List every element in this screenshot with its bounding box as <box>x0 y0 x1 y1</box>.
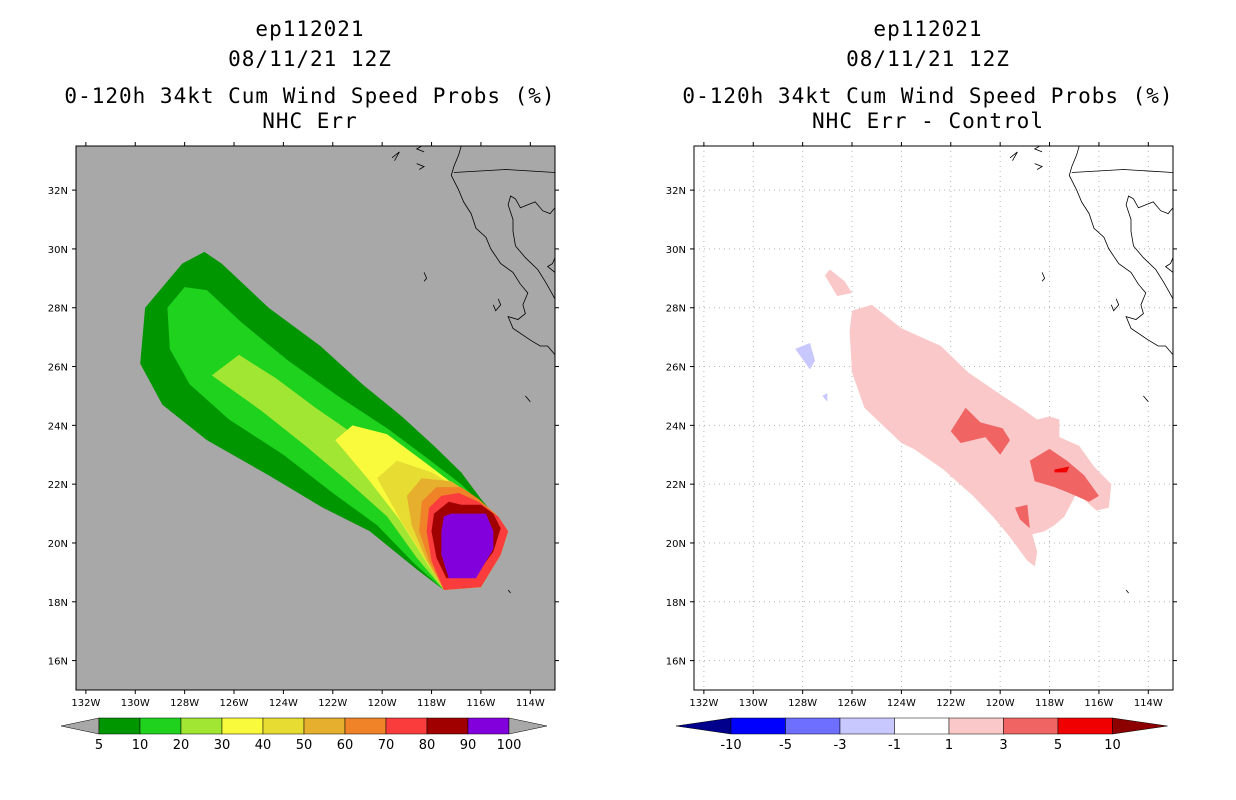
colorbar-under-arrow <box>676 718 731 734</box>
colorbar-swatch <box>222 718 263 734</box>
colorbar-label: 5 <box>95 738 103 753</box>
colorbar-swatch <box>345 718 386 734</box>
colorbar-swatch <box>99 718 140 734</box>
colorbar-swatch <box>304 718 345 734</box>
colorbar-swatch <box>786 718 841 734</box>
colorbar-label: 60 <box>337 738 354 753</box>
x-tick-label: 114W <box>516 698 545 709</box>
y-tick-label: 24N <box>48 421 68 432</box>
colorbar-swatch <box>263 718 304 734</box>
colorbar-swatch <box>949 718 1004 734</box>
y-tick-label: 30N <box>48 245 68 256</box>
colorbar-label: 30 <box>214 738 231 753</box>
colorbar-label: -5 <box>779 738 792 753</box>
x-tick-label: 116W <box>1084 698 1113 709</box>
y-tick-label: 26N <box>48 363 68 374</box>
colorbar-over-arrow <box>1113 718 1168 734</box>
x-tick-label: 118W <box>1035 698 1064 709</box>
x-tick-label: 118W <box>417 698 446 709</box>
x-tick-label: 116W <box>466 698 495 709</box>
color-bar: 5 10 20 30 40 50 60 70 80 90 100 <box>61 718 547 753</box>
colorbar-label: 3 <box>999 738 1007 753</box>
colorbar-over-arrow <box>509 718 547 734</box>
x-tick-label: 126W <box>838 698 867 709</box>
x-tick-label: 114W <box>1134 698 1163 709</box>
y-tick-label: 28N <box>48 304 68 315</box>
colorbar-under-arrow <box>61 718 99 734</box>
y-tick-label: 20N <box>48 539 68 550</box>
colorbar-label: 90 <box>460 738 477 753</box>
y-tick-label: 32N <box>666 186 686 197</box>
x-tick-label: 124W <box>269 698 298 709</box>
x-tick-label: 132W <box>71 698 100 709</box>
y-tick-label: 16N <box>48 657 68 668</box>
colorbar-label: 40 <box>255 738 272 753</box>
x-tick-label: 130W <box>121 698 150 709</box>
colorbar-swatch <box>895 718 950 734</box>
y-tick-label: 18N <box>666 598 686 609</box>
y-tick-label: 20N <box>666 539 686 550</box>
y-tick-label: 22N <box>666 480 686 491</box>
colorbar-swatch <box>840 718 895 734</box>
y-tick-label: 18N <box>48 598 68 609</box>
x-tick-label: 126W <box>220 698 249 709</box>
right-chart: 132W 130W 128W 126W 124W 122W 120W 118W 116W 114W… <box>618 0 1236 800</box>
island-outline <box>560 384 563 390</box>
y-tick-label: 22N <box>48 480 68 491</box>
y-tick-label: 26N <box>666 363 686 374</box>
colorbar-label: 100 <box>497 738 522 753</box>
colorbar-swatch <box>1058 718 1113 734</box>
x-tick-label: 128W <box>788 698 817 709</box>
color-bar: -10 -5 -3 -1 1 3 5 10 <box>676 718 1168 753</box>
colorbar-swatch <box>1004 718 1059 734</box>
x-tick-label: 128W <box>170 698 199 709</box>
x-tick-label: 120W <box>368 698 397 709</box>
x-tick-label: 124W <box>887 698 916 709</box>
colorbar-label: 70 <box>378 738 395 753</box>
colorbar-swatch <box>731 718 786 734</box>
y-tick-label: 16N <box>666 657 686 668</box>
colorbar-swatch <box>468 718 509 734</box>
colorbar-swatch <box>427 718 468 734</box>
colorbar-label: 80 <box>419 738 436 753</box>
left-chart: 132W 130W 128W 126W 124W 122W 120W 118W 116W 114W… <box>0 0 618 800</box>
colorbar-swatch <box>386 718 427 734</box>
y-tick-label: 32N <box>48 186 68 197</box>
island-outline <box>1178 384 1181 390</box>
x-tick-label: 122W <box>318 698 347 709</box>
y-tick-label: 24N <box>666 421 686 432</box>
x-tick-label: 130W <box>739 698 768 709</box>
colorbar-label: 5 <box>1054 738 1062 753</box>
colorbar-swatch <box>140 718 181 734</box>
colorbar-label: -3 <box>834 738 847 753</box>
colorbar-label: 1 <box>945 738 953 753</box>
colorbar-label: 10 <box>1104 738 1121 753</box>
colorbar-label: -10 <box>720 738 741 753</box>
colorbar-label: -1 <box>888 738 901 753</box>
x-tick-label: 122W <box>936 698 965 709</box>
colorbar-label: 20 <box>173 738 190 753</box>
y-tick-label: 30N <box>666 245 686 256</box>
colorbar-label: 10 <box>132 738 149 753</box>
colorbar-label: 50 <box>296 738 313 753</box>
y-tick-label: 28N <box>666 304 686 315</box>
x-tick-label: 120W <box>986 698 1015 709</box>
x-tick-label: 132W <box>689 698 718 709</box>
colorbar-swatch <box>181 718 222 734</box>
